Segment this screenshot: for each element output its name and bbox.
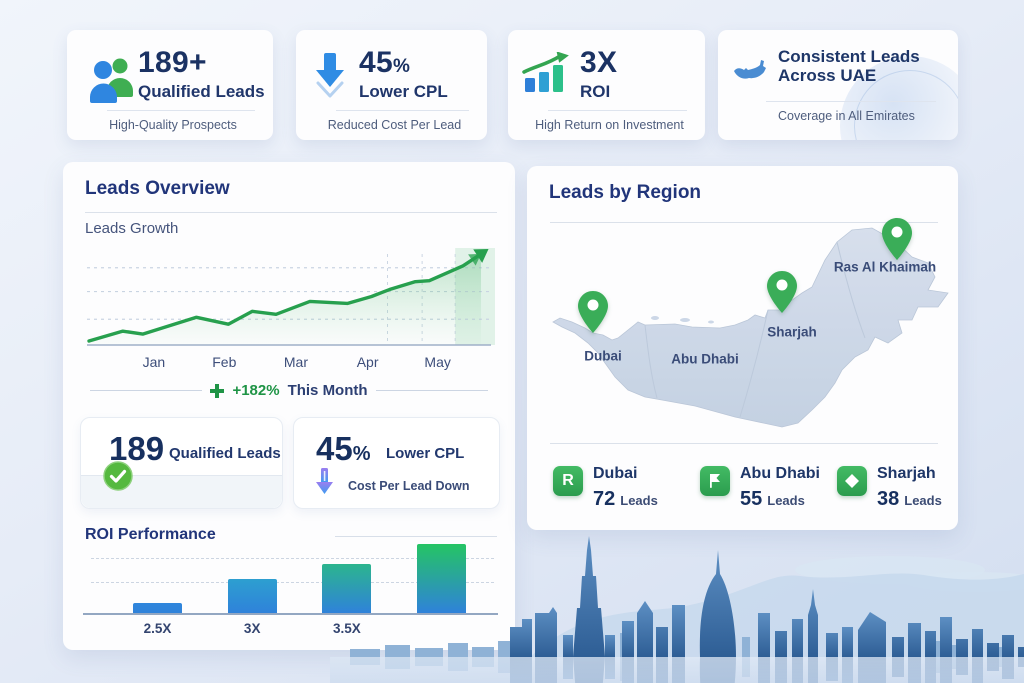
map-label-abu-dhabi: Abu Dhabi xyxy=(671,351,739,367)
stat-subtitle: High-Quality Prospects xyxy=(109,118,237,132)
panel-title: Leads by Region xyxy=(549,182,702,203)
cpl-down-arrow-icon xyxy=(316,468,333,494)
down-arrow-icon xyxy=(316,53,344,98)
roi-bar-label: 3X xyxy=(243,621,261,636)
stat-subtitle: Reduced Cost Per Lead xyxy=(327,118,462,132)
divider xyxy=(81,475,282,476)
divider xyxy=(90,390,203,391)
uae-map: Dubai Abu Dhabi Sharjah Ras Al Khaimah xyxy=(535,218,949,441)
mini-label: Lower CPL xyxy=(386,445,465,462)
stat-label: Lower CPL xyxy=(359,82,448,101)
dubai-badge-icon: R xyxy=(553,466,583,496)
growth-bars-icon xyxy=(522,52,569,92)
roi-bar xyxy=(417,544,467,613)
uae-map-icon xyxy=(734,60,766,79)
stat-card-qualified-leads: 189+ Qualified Leads High-Quality Prospe… xyxy=(67,30,273,140)
mini-label: Qualified Leads xyxy=(169,445,281,462)
check-icon xyxy=(103,461,133,491)
region-name: Sharjah xyxy=(877,465,936,482)
arrow-head-icon xyxy=(468,253,482,266)
stat-label: ROI xyxy=(580,82,611,101)
divider xyxy=(550,222,938,223)
panel-title: Leads Overview xyxy=(85,178,230,199)
leads-growth-line-chart xyxy=(87,248,495,346)
stat-card-uae-coverage: Consistent Leads Across UAE Coverage in … xyxy=(718,30,958,140)
region-leads: 55 Leads xyxy=(740,488,805,510)
mini-value: 189 xyxy=(109,430,165,467)
divider xyxy=(548,110,687,111)
stat-value: 189+ xyxy=(138,46,207,79)
x-tick-label: May xyxy=(424,354,451,370)
stat-label: Qualified Leads xyxy=(138,82,265,101)
growth-line xyxy=(87,252,483,343)
arrow-head-icon xyxy=(473,248,489,263)
x-axis-ticks: Jan Feb Mar Apr May xyxy=(83,354,495,374)
uae-map-shape xyxy=(552,227,949,428)
map-label-ras-al-khaimah: Ras Al Khaimah xyxy=(833,259,937,275)
growth-label-text: This Month xyxy=(287,382,368,399)
mini-card-lower-cpl: 45% Lower CPL Cost Per Lead Down xyxy=(293,417,500,509)
stat-subtitle: Coverage in All Emirates xyxy=(778,109,915,123)
roi-bar-label: 2.5X xyxy=(143,621,172,636)
roi-bar xyxy=(322,564,372,613)
map-pin-ras-al-khaimah xyxy=(882,218,912,260)
gridline xyxy=(91,558,494,559)
divider xyxy=(766,101,936,102)
roi-axis-labels: 2.5X 3X 3.5X xyxy=(83,621,498,639)
map-label-dubai: Dubai xyxy=(584,348,622,364)
divider xyxy=(336,110,469,111)
region-name: Dubai xyxy=(593,465,638,482)
plus-icon xyxy=(210,383,225,398)
divider xyxy=(107,110,255,111)
divider xyxy=(335,536,497,537)
abu-dhabi-badge-icon xyxy=(700,466,730,496)
roi-bar xyxy=(133,602,182,613)
growth-value: +182% xyxy=(232,382,280,399)
roi-bar-chart xyxy=(83,540,498,615)
divider xyxy=(550,443,938,444)
area-fill xyxy=(89,253,482,345)
x-tick-label: Apr xyxy=(356,354,379,370)
stat-title: Consistent Leads Across UAE xyxy=(778,47,920,86)
stat-value: 45% xyxy=(359,46,411,79)
map-pin-dubai xyxy=(578,291,608,333)
region-leads: 72 Leads xyxy=(593,488,658,510)
people-icon xyxy=(90,58,133,103)
growth-chart-label: Leads Growth xyxy=(85,220,179,237)
mini-note: Cost Per Lead Down xyxy=(348,479,470,493)
divider xyxy=(375,390,488,391)
roi-chart-title: ROI Performance xyxy=(85,526,216,543)
mini-value: 45% xyxy=(316,430,371,467)
x-tick-label: Mar xyxy=(283,354,309,370)
dubai-skyline xyxy=(330,536,1024,683)
stat-subtitle: High Return on Investment xyxy=(535,118,684,132)
region-name: Abu Dhabi xyxy=(740,465,820,482)
gridline xyxy=(91,582,494,583)
mini-card-qualified-leads: 189 Qualified Leads xyxy=(80,417,283,509)
growth-annotation: +182% This Month xyxy=(85,382,493,399)
stat-card-roi: 3X ROI High Return on Investment xyxy=(508,30,705,140)
leads-overview-panel: Leads Overview Leads Growth Jan Feb Mar Apr… xyxy=(63,162,515,650)
map-label-sharjah: Sharjah xyxy=(767,324,817,340)
x-tick-label: Feb xyxy=(212,354,237,370)
region-leads: 38 Leads xyxy=(877,488,942,510)
x-tick-label: Jan xyxy=(142,354,166,370)
sharjah-badge-icon xyxy=(837,466,867,496)
map-pin-sharjah xyxy=(767,271,797,313)
roi-bar-label: 3.5X xyxy=(333,621,361,636)
divider xyxy=(85,212,497,213)
roi-bar xyxy=(227,579,277,613)
leads-by-region-panel: Leads by Region Dubai Abu Dhabi Sharjah Ras… xyxy=(527,166,958,530)
stat-card-lower-cpl: 45% Lower CPL Reduced Cost Per Lead xyxy=(296,30,487,140)
stat-value: 3X xyxy=(580,46,618,79)
